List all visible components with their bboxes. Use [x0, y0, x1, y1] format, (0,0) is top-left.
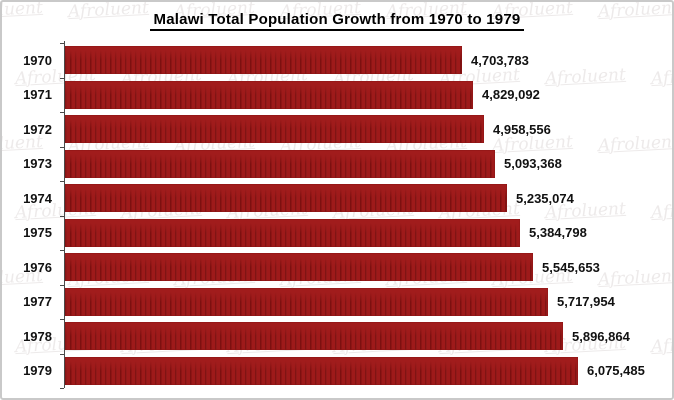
axis-tick — [60, 388, 64, 389]
y-axis-line — [64, 41, 65, 388]
population-bar — [65, 287, 548, 316]
axis-tick — [60, 215, 64, 217]
value-label: 5,384,798 — [529, 225, 587, 241]
population-bar — [65, 356, 578, 385]
year-label: 1971 — [23, 87, 52, 103]
value-label: 4,703,783 — [471, 52, 529, 68]
year-label: 1979 — [23, 363, 52, 379]
value-label: 5,545,653 — [542, 259, 600, 275]
axis-tick — [60, 43, 64, 44]
axis-tick — [60, 112, 64, 113]
axis-tick — [60, 250, 64, 251]
plot-area: 1970 4,703,783 1971 4,829,092 1972 4,958,556 1… — [23, 41, 672, 389]
population-bar — [65, 149, 495, 178]
chart-title: Malawi Total Population Growth from 1970… — [149, 11, 525, 31]
value-label: 4,958,556 — [493, 121, 551, 137]
value-label: 5,717,954 — [557, 294, 615, 310]
bar-row: 1977 5,717,954 — [23, 285, 672, 320]
year-label: 1974 — [23, 190, 52, 206]
year-label: 1975 — [23, 225, 52, 241]
value-label: 4,829,092 — [482, 87, 540, 103]
axis-tick — [60, 319, 64, 320]
year-label: 1970 — [23, 52, 52, 68]
axis-tick — [60, 353, 64, 355]
year-label: 1972 — [23, 121, 52, 137]
bar-row: 1973 5,093,368 — [23, 147, 672, 182]
bar-row: 1979 6,075,485 — [23, 354, 672, 389]
value-label: 6,075,485 — [587, 363, 645, 379]
population-bar — [65, 218, 520, 247]
year-label: 1976 — [23, 259, 52, 275]
axis-tick — [60, 181, 64, 182]
year-label: 1973 — [23, 156, 52, 172]
year-label: 1978 — [23, 328, 52, 344]
bar-row: 1972 4,958,556 — [23, 112, 672, 147]
population-bar — [65, 253, 533, 282]
bar-row: 1975 5,384,798 — [23, 216, 672, 251]
bar-rows: 1970 4,703,783 1971 4,829,092 1972 4,958,556 1… — [23, 43, 672, 389]
population-bar — [65, 80, 473, 109]
bar-row: 1971 4,829,092 — [23, 78, 672, 113]
year-label: 1977 — [23, 294, 52, 310]
population-bar — [65, 322, 563, 351]
population-bar — [65, 184, 507, 213]
bar-row: 1976 5,545,653 — [23, 250, 672, 285]
value-label: 5,896,864 — [572, 328, 630, 344]
value-label: 5,093,368 — [504, 156, 562, 172]
axis-tick — [60, 284, 64, 286]
population-bar — [65, 115, 484, 144]
bar-row: 1974 5,235,074 — [23, 181, 672, 216]
bar-row: 1978 5,896,864 — [23, 319, 672, 354]
population-bar — [65, 46, 462, 75]
axis-tick — [60, 77, 64, 79]
axis-tick — [60, 146, 64, 148]
value-label: 5,235,074 — [516, 190, 574, 206]
bar-row: 1970 4,703,783 — [23, 43, 672, 78]
title-wrap: Malawi Total Population Growth from 1970… — [2, 11, 672, 31]
